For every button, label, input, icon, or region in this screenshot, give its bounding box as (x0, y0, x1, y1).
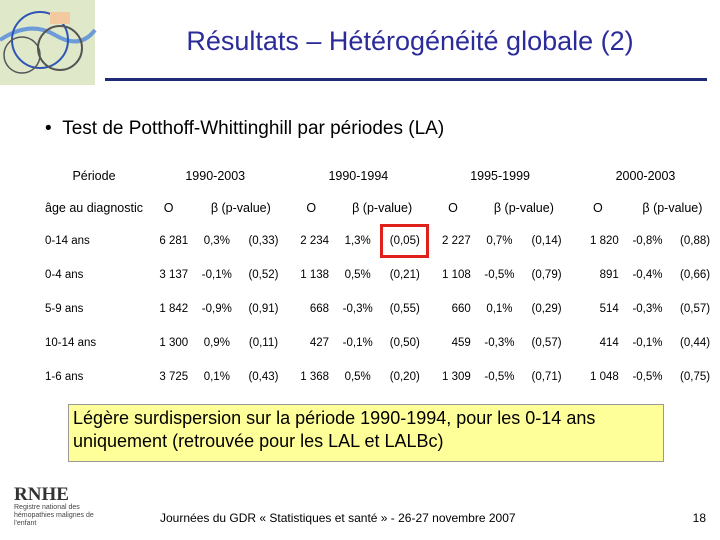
data-row: 0-4 ans 3 137 -0,1% (0,52) 1 138 0,5% (0,21) 1 … (45, 258, 720, 292)
cell: 2 227 (442, 235, 471, 247)
cell: 0,5% (344, 269, 371, 281)
cell: 668 (309, 303, 330, 315)
cell: (0,44) (680, 337, 711, 349)
cell: 514 (599, 303, 619, 315)
column-beta: β (p-value) (642, 201, 703, 215)
cell: 1 048 (590, 371, 619, 383)
results-table: Période 1990-2003 1990-1994 1995-1999 2000-2… (45, 160, 720, 394)
column-o: O (593, 201, 603, 215)
cell: 0,5% (344, 371, 371, 383)
age: 0-4 ans (45, 269, 84, 281)
cell: 660 (451, 303, 471, 315)
logo-subtitle: Registre national des hémopathies malign… (14, 504, 94, 527)
cell: 0,7% (486, 235, 513, 247)
cell: (0,91) (248, 303, 279, 315)
cell: 1 820 (590, 235, 619, 247)
logo-name: RNHE (14, 484, 69, 505)
age: 1-6 ans (45, 371, 84, 383)
cell: (0,21) (389, 269, 420, 281)
cell: -0,4% (632, 269, 663, 281)
cell: (0,11) (248, 337, 279, 349)
cell: (0,33) (248, 235, 279, 247)
cell: 1,3% (344, 235, 371, 247)
header-row: Période 1990-2003 1990-1994 1995-1999 2000-2… (45, 160, 720, 192)
cell: 1 138 (300, 269, 330, 281)
cell: -0,3% (632, 303, 663, 315)
cell: 891 (599, 269, 619, 281)
title-rule (105, 78, 707, 81)
cell: -0,1% (201, 269, 232, 281)
cell: (0,05) (380, 224, 430, 258)
cell: (0,57) (531, 337, 562, 349)
cell: 427 (309, 337, 330, 349)
cell: 6 281 (159, 235, 189, 247)
column-o: O (163, 201, 174, 215)
cell: -0,5% (632, 371, 663, 383)
period: 1995-1999 (470, 169, 530, 183)
cell: -0,1% (342, 337, 373, 349)
cell: -0,5% (484, 269, 515, 281)
cell: -0,3% (484, 337, 515, 349)
title: Résultats – Hétérogénéité globale (2) (186, 26, 634, 56)
cell: (0,88) (680, 235, 711, 247)
cell: (0,75) (680, 371, 711, 383)
cell: 1 309 (442, 371, 471, 383)
data-row: 10-14 ans 1 300 0,9% (0,11) 427 -0,1% (0,50) 45… (45, 326, 720, 360)
footer: Journées du GDR « Statistiques et santé … (160, 511, 516, 525)
cell: 2 234 (300, 235, 330, 247)
cell: (0,20) (389, 371, 420, 383)
cell: (0,79) (531, 269, 562, 281)
cell: (0,71) (531, 371, 562, 383)
page-number: 18 (692, 511, 706, 525)
period: 1990-1994 (328, 169, 389, 183)
cell: 1 108 (442, 269, 471, 281)
cell: 0,3% (203, 235, 230, 247)
cell: 3 137 (159, 269, 189, 281)
column-beta: β (p-value) (352, 201, 413, 215)
cell: -0,9% (201, 303, 232, 315)
age: 0-14 ans (45, 235, 90, 247)
cell: (0,55) (389, 303, 420, 315)
cell: -0,1% (632, 337, 663, 349)
period-label: Période (72, 169, 116, 183)
cell: -0,5% (484, 371, 515, 383)
cell: 459 (451, 337, 471, 349)
cell: 1 842 (159, 303, 189, 315)
cell: 0,1% (486, 303, 513, 315)
cell: -0,3% (342, 303, 373, 315)
period: 2000-2003 (615, 169, 676, 183)
cell: -0,8% (632, 235, 663, 247)
bullet: • Test de Potthoff-Whittinghill par péri… (45, 118, 445, 139)
cell: 0,9% (203, 337, 230, 349)
column-o: O (448, 201, 458, 215)
bullet-text: Test de Potthoff-Whittinghill par périod… (62, 118, 445, 139)
age: 10-14 ans (45, 337, 97, 349)
column-beta: β (p-value) (493, 201, 554, 215)
column-o: O (306, 201, 317, 215)
cell: (0,57) (680, 303, 711, 315)
cell: (0,29) (531, 303, 562, 315)
cell: 3 725 (159, 371, 189, 383)
cell: (0,14) (531, 235, 562, 247)
cell: 414 (599, 337, 619, 349)
cell: (0,50) (389, 337, 420, 349)
note: Légère surdispersion sur la période 1990… (68, 404, 664, 462)
cell: 0,1% (203, 371, 230, 383)
data-row: 1-6 ans 3 725 0,1% (0,43) 1 368 0,5% (0,20) 1 3… (45, 360, 720, 394)
age-label: âge au diagnostic (45, 201, 143, 215)
period: 1990-2003 (185, 169, 246, 183)
map-logo (0, 0, 97, 85)
cell: (0,43) (248, 371, 279, 383)
cell: (0,52) (248, 269, 279, 281)
column-beta: β (p-value) (210, 201, 271, 215)
cell: 1 300 (159, 337, 189, 349)
age: 5-9 ans (45, 303, 84, 315)
cell: (0,66) (680, 269, 711, 281)
data-row: 5-9 ans 1 842 -0,9% (0,91) 668 -0,3% (0,55) 660… (45, 292, 720, 326)
data-row: 0-14 ans 6 281 0,3% (0,33) 2 234 1,3% (0,05) 2 … (45, 224, 720, 258)
cell: 1 368 (300, 371, 330, 383)
